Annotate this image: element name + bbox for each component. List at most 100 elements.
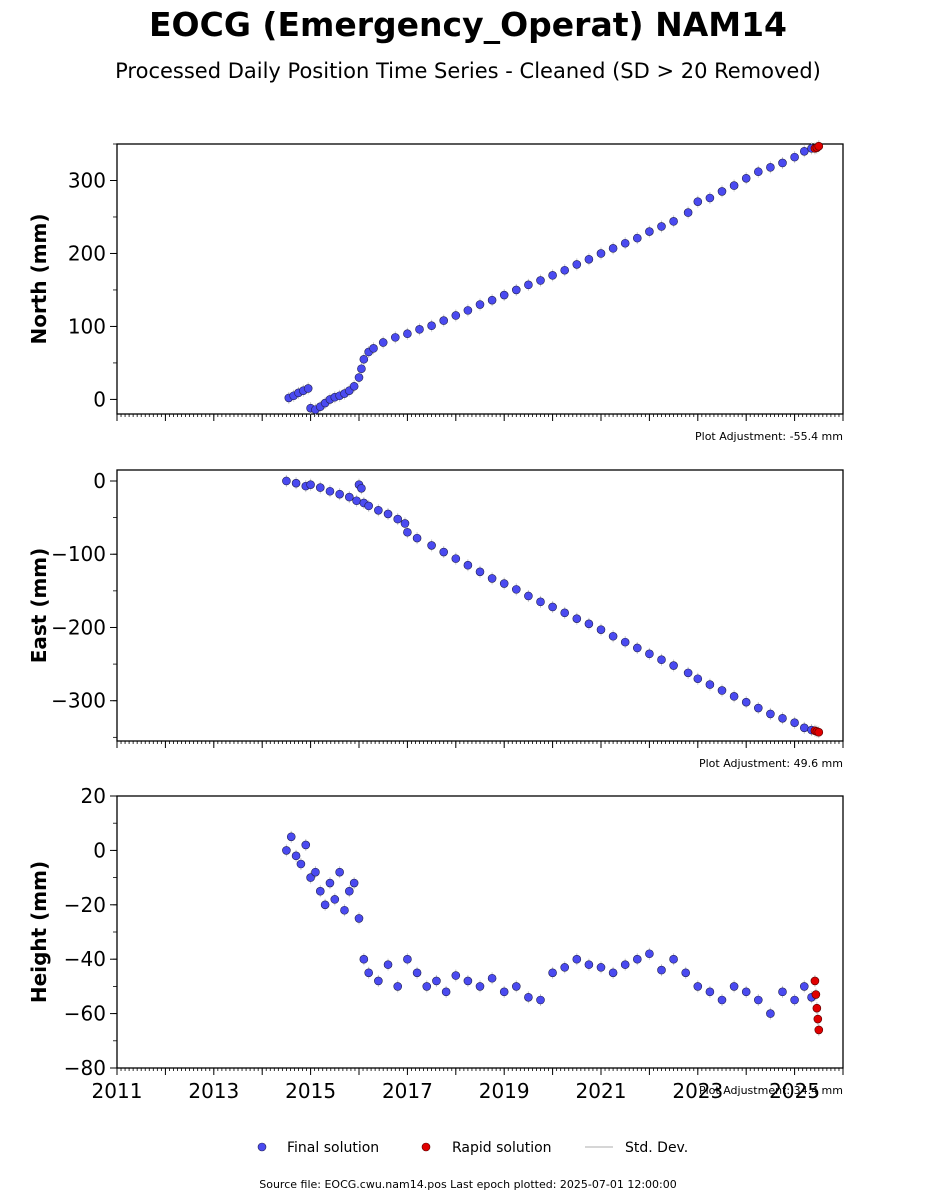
final-solution-point	[657, 222, 666, 231]
final-solution-point	[306, 480, 315, 489]
final-solution-point	[766, 163, 775, 172]
final-solution-point	[315, 483, 325, 492]
final-solution-point	[705, 680, 715, 689]
final-solution-point	[681, 968, 691, 978]
final-solution-point	[357, 484, 366, 493]
final-solution-point	[799, 982, 809, 991]
y-tick-label: −40	[64, 947, 106, 971]
legend-rapid-marker	[421, 1142, 431, 1152]
final-solution-point	[596, 625, 606, 634]
final-solution-point	[560, 963, 570, 972]
final-solution-point	[790, 995, 799, 1005]
final-solution-point	[345, 886, 354, 896]
y-tick-label: 20	[81, 784, 106, 808]
final-solution-point	[286, 832, 296, 842]
final-solution-point	[487, 295, 497, 305]
final-solution-point	[282, 476, 291, 486]
final-solution-point	[572, 614, 582, 623]
final-solution-point	[364, 968, 373, 978]
rapid-solution-point	[810, 976, 820, 986]
final-solution-point	[282, 846, 291, 855]
final-solution-point	[729, 181, 739, 190]
legend-rapid-label: Rapid solution	[452, 1140, 552, 1156]
final-solution-point	[799, 146, 809, 156]
figure-subtitle: Processed Daily Position Time Series - C…	[115, 59, 821, 83]
plot-adjustment-label: Plot Adjustment: 49.6 mm	[699, 757, 843, 770]
final-solution-point	[657, 965, 666, 975]
final-solution-point	[511, 285, 521, 295]
final-solution-point	[778, 987, 787, 997]
final-solution-point	[632, 954, 642, 964]
final-solution-point	[536, 276, 545, 285]
final-solution-point	[403, 954, 412, 964]
final-solution-point	[693, 674, 703, 684]
final-solution-point	[291, 478, 301, 488]
final-solution-point	[705, 987, 715, 997]
final-solution-point	[511, 982, 521, 991]
final-solution-point	[511, 585, 521, 594]
final-solution-point	[463, 306, 473, 315]
final-solution-point	[345, 492, 354, 502]
final-solution-point	[548, 271, 557, 280]
final-solution-point	[432, 976, 441, 986]
final-solution-point	[753, 995, 763, 1005]
final-solution-point	[349, 381, 359, 391]
final-solution-point	[352, 496, 361, 506]
final-solution-point	[572, 260, 582, 269]
east-panel: 0 −100 −200 −300 East (mm) Plot Adjustment: 4…	[27, 469, 844, 770]
final-solution-point	[451, 311, 461, 320]
final-solution-point	[325, 486, 335, 496]
final-solution-point	[393, 514, 403, 524]
final-solution-point	[315, 886, 325, 896]
final-solution-point	[717, 686, 727, 695]
final-solution-point	[412, 533, 422, 543]
final-solution-point	[412, 968, 422, 978]
final-solution-point	[451, 554, 461, 563]
final-solution-point	[584, 619, 594, 629]
final-solution-point	[657, 655, 666, 665]
final-solution-point	[335, 489, 344, 499]
rapid-solution-point	[814, 727, 824, 737]
north-panel: 0 100 200 300 North (mm) Plot Adjustment: -55…	[27, 140, 844, 443]
final-solution-point	[584, 254, 594, 264]
final-solution-point	[487, 973, 497, 983]
x-tick-label: 2015	[285, 1079, 336, 1103]
final-solution-point	[729, 692, 739, 701]
final-solution-point	[451, 971, 461, 980]
final-solution-point	[463, 976, 473, 986]
final-solution-point	[383, 509, 393, 519]
final-solution-point	[584, 960, 594, 969]
y-axis-label: North (mm)	[27, 213, 51, 344]
final-solution-point	[683, 668, 693, 678]
final-solution-point	[325, 878, 335, 888]
final-solution-point	[548, 602, 557, 612]
final-solution-point	[357, 364, 366, 374]
y-tick-label: −200	[51, 615, 106, 639]
final-solution-point	[422, 982, 432, 991]
plot-adjustment-label: Plot Adjustment: 34.4 mm	[699, 1084, 843, 1097]
final-solution-point	[799, 723, 809, 733]
final-solution-point	[403, 329, 412, 339]
x-tick-label: 2013	[188, 1079, 239, 1103]
final-solution-point	[524, 591, 533, 601]
final-solution-point	[669, 217, 678, 226]
final-solution-point	[311, 867, 320, 877]
final-solution-point	[693, 197, 703, 206]
final-solution-point	[536, 597, 545, 607]
final-solution-point	[403, 527, 412, 537]
final-solution-point	[400, 519, 410, 528]
final-solution-point	[364, 501, 373, 511]
final-solution-point	[415, 325, 424, 334]
legend-final-marker	[257, 1142, 267, 1152]
final-solution-point	[560, 265, 570, 275]
final-solution-point	[741, 697, 751, 707]
final-solution-point	[608, 968, 618, 978]
final-solution-point	[778, 158, 787, 168]
final-solution-point	[693, 982, 703, 991]
final-solution-point	[441, 987, 451, 997]
final-solution-point	[340, 905, 349, 915]
final-solution-point	[499, 579, 509, 588]
final-solution-point	[790, 152, 799, 162]
x-tick-label: 2021	[576, 1079, 627, 1103]
